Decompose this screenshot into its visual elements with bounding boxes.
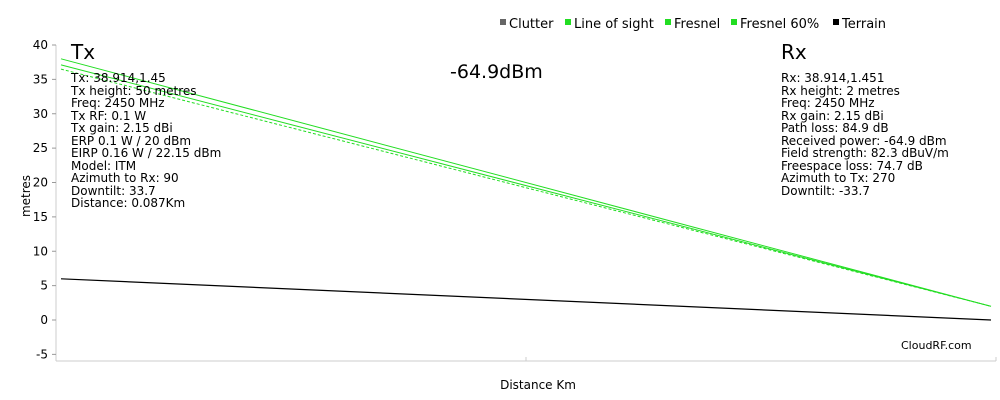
tx-info-lines: Tx: 38.914,1.45 Tx height: 50 metres Freq:…: [71, 72, 221, 210]
tx-info-line: Tx RF: 0.1 W: [71, 108, 147, 123]
credit-label: CloudRF.com: [901, 339, 972, 352]
y-tick-label: 15: [33, 210, 48, 224]
y-tick-label: 5: [40, 279, 48, 293]
tx-info-line: Tx gain: 2.15 dBi: [71, 121, 173, 135]
legend-label: Terrain: [841, 17, 886, 32]
legend-swatch: [565, 19, 571, 25]
y-tick-label: 35: [33, 72, 48, 86]
rx-info-line: Rx height: 2 metres: [781, 83, 900, 98]
tx-info-line: Downtilt: 33.7: [71, 183, 156, 198]
legend-layer: Clutter Line of sight Fresnel Fresnel 60% Te…: [500, 17, 886, 32]
tx-title: Tx: [71, 40, 96, 64]
rx-info-line: Freespace loss: 74.7 dB: [781, 158, 923, 173]
rx-info-line: Field strength: 82.3 dBuV/m: [781, 146, 949, 160]
y-tick-label: 20: [33, 176, 48, 190]
rx-info-line: Rx: 38.914,1.451: [781, 71, 885, 85]
series-line-terrain: [60, 278, 992, 321]
y-tick-label: 40: [33, 38, 48, 52]
y-tick-label: 30: [33, 107, 48, 121]
y-tick-label: -5: [36, 347, 48, 361]
legend-swatch: [833, 19, 839, 25]
tx-info-line: Tx: 38.914,1.45: [71, 71, 166, 85]
rx-title: Rx: [781, 40, 807, 64]
x-axis-title: Distance Km: [500, 378, 576, 392]
y-tick-label: 0: [40, 313, 48, 327]
series-line-line-of-sight: [60, 58, 992, 307]
legend-label: Clutter: [509, 17, 554, 32]
rx-info-panel: Rx Rx: 38.914,1.451 Rx height: 2 metres Fr…: [781, 41, 949, 197]
legend-label: Fresnel: [674, 17, 720, 32]
rx-info-line: Path loss: 84.9 dB: [781, 121, 889, 135]
rx-info-line: Received power: -64.9 dBm: [781, 133, 947, 148]
rx-info-line: Freq: 2450 MHz: [781, 96, 875, 110]
axis-layer: -5 0 5 10 15 20 25 30 35 40: [33, 38, 997, 362]
y-tick-label: 25: [33, 141, 48, 155]
series-layer: [60, 58, 992, 321]
legend-swatch: [731, 19, 737, 25]
tx-info-line: Distance: 0.087Km: [71, 196, 186, 210]
tx-info-line: EIRP 0.16 W / 22.15 dBm: [71, 146, 222, 160]
legend-swatch: [665, 19, 671, 25]
tx-info-line: Freq: 2450 MHz: [71, 96, 165, 110]
received-power-label: -64.9dBm: [450, 61, 543, 83]
series-line-fresnel: [60, 64, 992, 307]
legend-label: Line of sight: [574, 17, 654, 32]
tx-info-line: ERP 0.1 W / 20 dBm: [71, 133, 192, 148]
y-tick-label: 10: [33, 244, 48, 258]
tx-info-line: Azimuth to Rx: 90: [71, 171, 179, 185]
legend-label: Fresnel 60%: [740, 17, 819, 32]
tx-info-line: Model: ITM: [71, 158, 137, 173]
rx-info-line: Downtilt: -33.7: [781, 183, 870, 198]
tx-info-panel: Tx Tx: 38.914,1.45 Tx height: 50 metres Fr…: [71, 41, 221, 210]
rx-info-line: Rx gain: 2.15 dBi: [781, 108, 884, 123]
legend-swatch: [500, 19, 506, 25]
y-axis-title: metres: [19, 175, 33, 217]
rx-info-line: Azimuth to Tx: 270: [781, 171, 896, 185]
tx-info-line: Tx height: 50 metres: [71, 83, 197, 98]
rx-info-lines: Rx: 38.914,1.451 Rx height: 2 metres Freq:…: [781, 72, 949, 197]
